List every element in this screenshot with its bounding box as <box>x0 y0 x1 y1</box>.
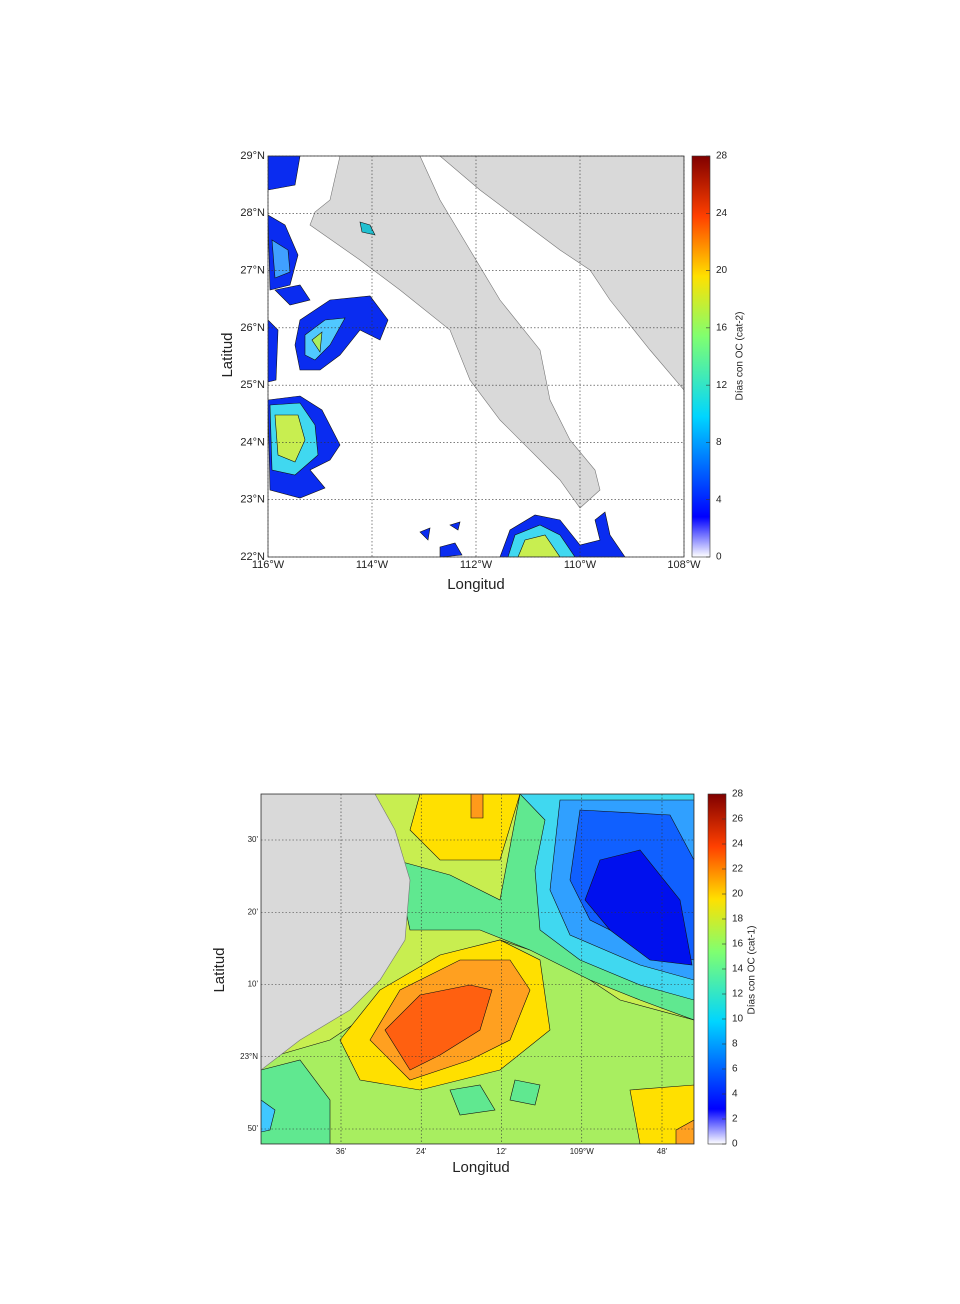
x-tick-label: 112°W <box>460 559 493 571</box>
colorbar-tick-label: 28 <box>732 789 744 800</box>
colorbar-tick-label: 22 <box>732 864 744 875</box>
colorbar-label: Días con OC (cat-2) <box>735 312 746 401</box>
x-tick-label: 24' <box>416 1147 427 1156</box>
colorbar-tick-label: 20 <box>732 889 744 900</box>
colorbar-tick-label: 2 <box>732 1114 738 1125</box>
x-tick-label: 114°W <box>356 559 389 571</box>
colorbar-tick-label: 0 <box>716 552 722 563</box>
colorbar-tick-label: 0 <box>732 1139 738 1150</box>
y-tick-label: 28°N <box>240 207 265 219</box>
land <box>309 156 601 509</box>
y-tick-label: 25°N <box>240 379 265 391</box>
colorbar-tick-label: 20 <box>716 265 728 276</box>
colorbar-tick-label: 24 <box>732 839 744 850</box>
y-axis-label: Latitud <box>219 332 236 377</box>
y-tick-label: 22°N <box>240 551 265 563</box>
x-tick-label: 109°W <box>570 1147 595 1156</box>
map-2 <box>261 794 694 1144</box>
colorbar-tick-label: 8 <box>732 1039 738 1050</box>
x-tick-label: 48' <box>657 1147 668 1156</box>
colorbar-tick-label: 6 <box>732 1064 738 1075</box>
colorbar <box>691 155 711 558</box>
x-axis-label: Longitud <box>452 1159 510 1176</box>
y-tick-label: 24°N <box>240 436 265 448</box>
x-tick-label: 108°W <box>667 559 701 571</box>
colorbar-tick-label: 16 <box>732 939 744 950</box>
y-tick-label: 10' <box>248 980 259 989</box>
colorbar-tick-label: 4 <box>716 494 722 505</box>
colorbar-tick-label: 26 <box>732 814 744 825</box>
colorbar-tick-label: 12 <box>716 380 728 391</box>
x-tick-label: 110°W <box>564 559 597 571</box>
y-tick-label: 23°N <box>240 494 265 506</box>
x-tick-label: 36' <box>336 1147 347 1156</box>
x-tick-label: 12' <box>496 1147 507 1156</box>
colorbar-tick-label: 8 <box>716 437 722 448</box>
land <box>261 794 411 1071</box>
colorbar-tick-label: 10 <box>732 1014 744 1025</box>
y-tick-label: 26°N <box>240 322 265 334</box>
colorbar-tick-label: 16 <box>716 322 728 333</box>
x-axis-label: Longitud <box>447 576 505 593</box>
y-tick-label: 27°N <box>240 264 265 276</box>
colorbar-tick-label: 28 <box>716 151 728 162</box>
y-axis-label: Latitud <box>211 947 228 992</box>
y-tick-label: 50' <box>248 1124 259 1133</box>
y-tick-label: 29°N <box>240 150 265 162</box>
colorbar-tick-label: 4 <box>732 1089 738 1100</box>
colorbar-label: Días con OC (cat-1) <box>747 926 758 1015</box>
colorbar-tick-label: 24 <box>716 208 728 219</box>
colorbar-tick-label: 18 <box>732 914 744 925</box>
y-tick-label: 23°N <box>240 1052 258 1061</box>
land <box>439 156 684 391</box>
y-tick-label: 20' <box>248 907 259 916</box>
y-tick-label: 30' <box>248 835 259 844</box>
x-tick-label: 116°W <box>252 559 285 571</box>
colorbar-tick-label: 12 <box>732 989 744 1000</box>
colorbar-tick-label: 14 <box>732 964 744 975</box>
